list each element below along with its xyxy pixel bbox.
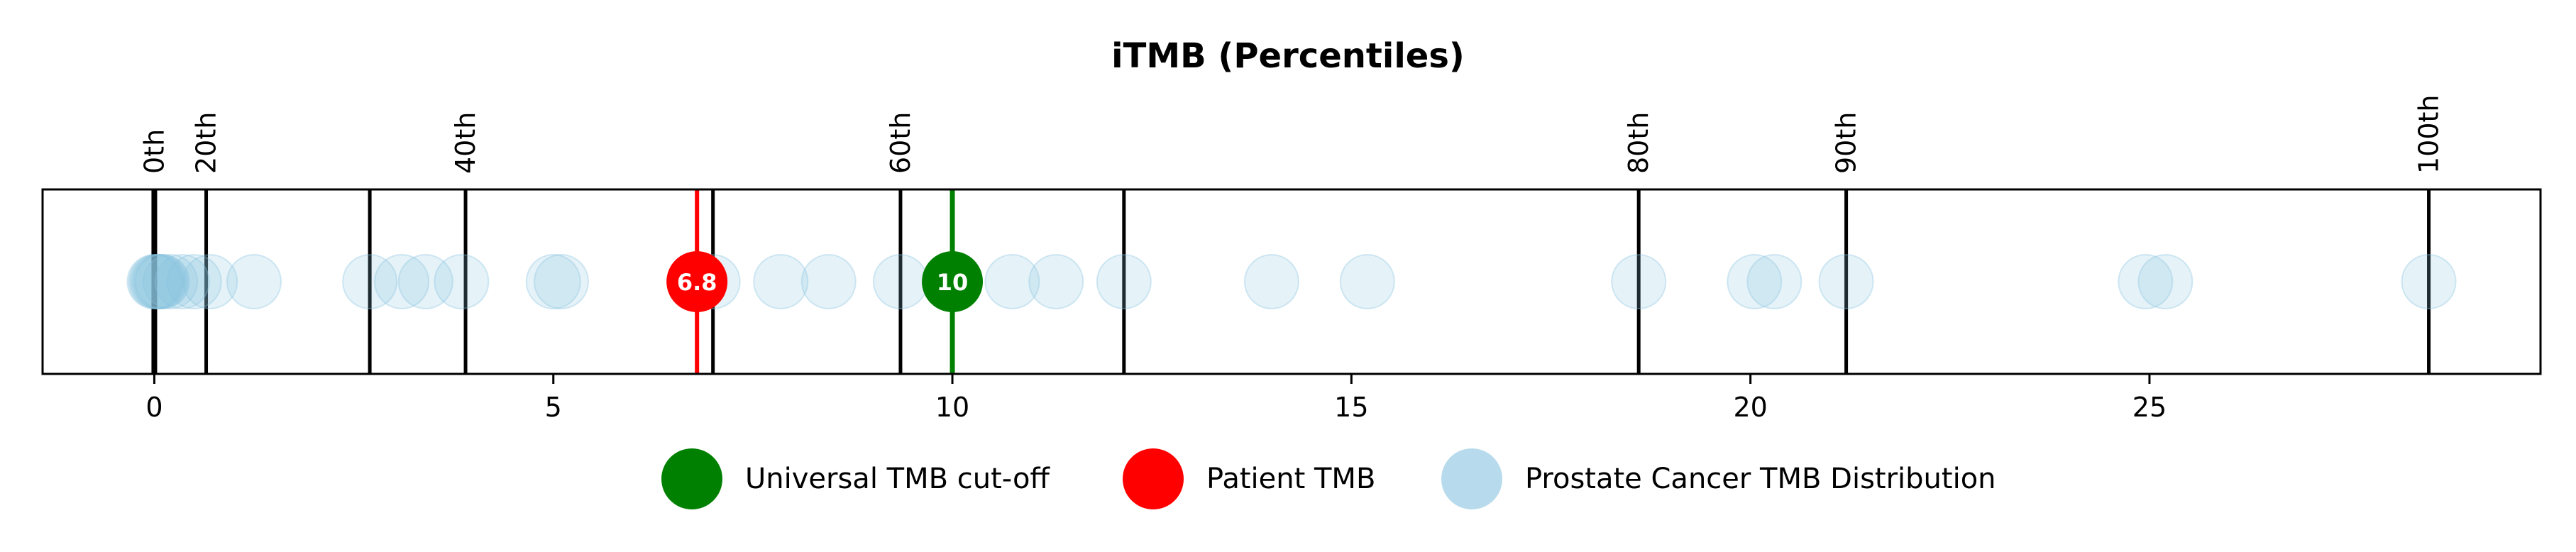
- distribution-point: [872, 254, 928, 309]
- distribution-point: [434, 254, 490, 309]
- distribution-point: [1339, 254, 1395, 309]
- cutoff-point: [922, 251, 984, 312]
- distribution-point: [984, 254, 1040, 309]
- x-tick-label: 0: [145, 392, 163, 423]
- distribution-point: [2137, 254, 2194, 309]
- legend-cutoff-swatch: [661, 448, 722, 509]
- distribution-point: [166, 254, 222, 309]
- distribution-point: [1818, 254, 1874, 309]
- distribution-point: [397, 254, 453, 309]
- x-tick-label: 15: [1334, 392, 1368, 423]
- percentile-labels-layer: 0th 20th 40th 60th 80th 90th 100th: [138, 94, 2444, 174]
- legend: Universal TMB cut-off Patient TMB Prostate…: [661, 448, 1996, 509]
- distribution-point: [2401, 254, 2457, 309]
- distribution-point: [2118, 254, 2174, 309]
- percentile-label: 20th: [191, 112, 222, 174]
- percentile-label: 100th: [2413, 94, 2445, 174]
- marker-layer: 6.8 10: [666, 189, 984, 374]
- legend-distribution-label: Prostate Cancer TMB Distribution: [1525, 463, 1996, 495]
- percentile-label: 0th: [138, 129, 170, 174]
- chart-title: iTMB (Percentiles): [1111, 36, 1465, 76]
- x-axis: 0 5 10 15 20 25: [145, 374, 2167, 423]
- percentile-label: 60th: [885, 112, 916, 174]
- distribution-point: [129, 254, 185, 309]
- distribution-point: [800, 254, 857, 309]
- x-tick-label: 5: [545, 392, 562, 423]
- distribution-point: [128, 254, 184, 309]
- x-tick-label: 10: [935, 392, 969, 423]
- distribution-point: [154, 254, 210, 309]
- distribution-point: [342, 254, 398, 309]
- x-tick-label: 25: [2132, 392, 2167, 423]
- distribution-points-layer: [126, 254, 2457, 309]
- patient-tmb-point: [666, 251, 728, 312]
- distribution-point: [374, 254, 430, 309]
- distribution-point: [753, 254, 809, 309]
- distribution-point: [133, 254, 189, 309]
- distribution-point: [525, 254, 581, 309]
- distribution-point: [1611, 254, 1667, 309]
- distribution-point: [126, 254, 182, 309]
- distribution-point: [1096, 254, 1152, 309]
- percentile-label: 80th: [1623, 112, 1654, 174]
- distribution-point: [1243, 254, 1299, 309]
- cutoff-value: 10: [937, 269, 969, 296]
- legend-cutoff-label: Universal TMB cut-off: [745, 463, 1050, 495]
- legend-patient-swatch: [1123, 448, 1184, 509]
- distribution-point: [182, 254, 238, 309]
- distribution-point: [533, 254, 589, 309]
- legend-patient-label: Patient TMB: [1206, 463, 1375, 495]
- plot-frame: [41, 188, 2542, 375]
- distribution-point: [1727, 254, 1783, 309]
- distribution-point: [226, 254, 282, 309]
- distribution-point: [142, 254, 198, 309]
- distribution-point: [134, 254, 190, 309]
- legend-distribution-swatch: [1441, 448, 1502, 509]
- patient-tmb-value: 6.8: [677, 269, 717, 296]
- distribution-point: [131, 254, 187, 309]
- distribution-point: [1028, 254, 1084, 309]
- distribution-point: [1746, 254, 1802, 309]
- percentile-label: 90th: [1831, 112, 1862, 174]
- percentile-label: 40th: [450, 112, 481, 174]
- x-tick-label: 20: [1733, 392, 1767, 423]
